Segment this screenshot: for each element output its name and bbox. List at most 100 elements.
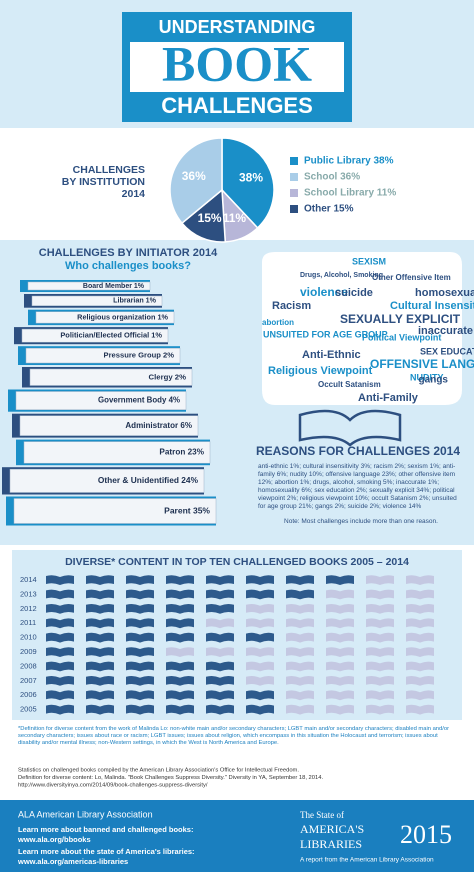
book-icon <box>166 618 194 629</box>
book-icon <box>326 604 354 614</box>
book-icon <box>86 676 114 686</box>
book-icon <box>246 661 274 672</box>
source-line: http://www.diversityinya.com/2014/09/boo… <box>18 783 208 789</box>
diverse-row <box>46 704 434 715</box>
title-3: CHALLENGES <box>161 93 313 118</box>
initiator-item: Administrator 6% <box>125 421 192 430</box>
legend-swatch <box>290 157 298 165</box>
reason-word: SEXISM <box>352 256 386 266</box>
initiator-item: Patron 23% <box>159 448 204 457</box>
reason-word: Other Offensive Item <box>372 273 451 282</box>
pie-slice <box>169 137 223 225</box>
book-cover <box>31 295 163 306</box>
report-subtitle: A report from the American Library Assoc… <box>300 857 434 864</box>
book-icon <box>326 676 354 686</box>
year-label: 2006 <box>20 690 37 699</box>
book-icon <box>246 690 274 701</box>
book-icon <box>206 661 234 672</box>
book-icon <box>406 704 434 715</box>
book-icon <box>86 647 114 657</box>
book-icon <box>206 632 234 643</box>
initiator-item: Other & Unidentified 24% <box>98 475 199 485</box>
book-icon <box>366 604 394 614</box>
diverse-row <box>46 618 434 629</box>
book-icon <box>286 589 314 600</box>
book-cover <box>35 311 175 324</box>
book-icon <box>126 604 154 614</box>
pie-value-label: 11% <box>223 211 247 225</box>
link[interactable]: www.ala.org/americas-libraries <box>17 857 128 866</box>
book-icon <box>166 647 194 657</box>
book-icon <box>246 618 274 629</box>
book-icon <box>366 661 394 672</box>
book-cover <box>19 415 199 436</box>
diverse-row <box>46 575 434 585</box>
book-icon <box>86 589 114 600</box>
reason-word: NUDITY <box>410 372 444 382</box>
pie-value-label: 36% <box>182 169 206 183</box>
legend-swatch <box>290 205 298 213</box>
book-icon <box>326 618 354 629</box>
book-icon <box>206 704 234 715</box>
book-icon <box>166 676 194 686</box>
link-text: Learn more about banned and challenged b… <box>18 825 193 834</box>
initiator-item: Parent 35% <box>164 505 210 515</box>
book-icon <box>126 704 154 715</box>
book-icon <box>406 618 434 629</box>
book-icon <box>126 575 154 585</box>
legend-swatch <box>290 173 298 181</box>
source-line: Statistics on challenged books compiled … <box>18 768 299 774</box>
diverse-row <box>46 661 434 672</box>
title-inner <box>130 42 344 92</box>
reasons-title: REASONS FOR CHALLENGES 2014 <box>256 444 460 458</box>
reason-word: Religious Viewpoint <box>268 365 373 377</box>
book-icon <box>286 604 314 614</box>
book-icon <box>46 589 74 600</box>
book-cover <box>27 281 151 291</box>
report-title: AMERICA'S <box>300 822 364 836</box>
book-icon <box>286 618 314 629</box>
pie-value-label: 38% <box>239 171 263 185</box>
initiator-subtitle: Who challenges books? <box>65 260 191 272</box>
book-cover <box>29 368 193 386</box>
book-cover <box>23 441 211 464</box>
reason-word: Anti-Ethnic <box>302 349 361 361</box>
book-icon <box>366 618 394 629</box>
book-icon <box>366 676 394 686</box>
initiator-item: Board Member 1% <box>83 283 145 290</box>
book-icon <box>126 618 154 629</box>
book-icon <box>406 604 434 614</box>
reason-word: Political Viewpoint <box>362 332 441 342</box>
report-title: LIBRARIES <box>300 837 362 851</box>
book-icon <box>366 647 394 657</box>
book-icon <box>366 632 394 643</box>
bubble <box>262 252 462 405</box>
year-label: 2007 <box>20 676 37 685</box>
book-icon <box>286 632 314 643</box>
reasons-note: Note: Most challenges include more than … <box>284 518 438 525</box>
year-label: 2010 <box>20 633 37 642</box>
book-icon <box>326 575 354 585</box>
book-icon <box>406 690 434 701</box>
reason-word: UNSUITED FOR AGE GROUP <box>263 329 388 339</box>
link-text: Learn more about the state of America's … <box>18 847 195 856</box>
reason-word: gangs <box>419 375 449 386</box>
link[interactable]: www.ala.org/bbooks <box>17 835 91 844</box>
book-icon <box>406 676 434 686</box>
book-icon <box>166 704 194 715</box>
reason-word: Occult Satanism <box>318 380 381 389</box>
grid-title: DIVERSE* CONTENT IN TOP TEN CHALLENGED B… <box>65 556 409 568</box>
book-icon <box>326 704 354 715</box>
book-icon <box>298 409 402 447</box>
reasons-text: anti-ethnic 1%; cultural insensitivity 3… <box>258 463 457 510</box>
legend-label: School Library 11% <box>304 188 396 199</box>
book-cover <box>25 347 181 364</box>
book-icon <box>126 632 154 643</box>
book-icon <box>366 704 394 715</box>
reason-word: SEX EDUCATION <box>420 346 474 356</box>
reason-word: inaccurate <box>418 325 473 337</box>
book-icon <box>46 676 74 686</box>
book-icon <box>166 575 194 585</box>
book-icon <box>166 604 194 614</box>
